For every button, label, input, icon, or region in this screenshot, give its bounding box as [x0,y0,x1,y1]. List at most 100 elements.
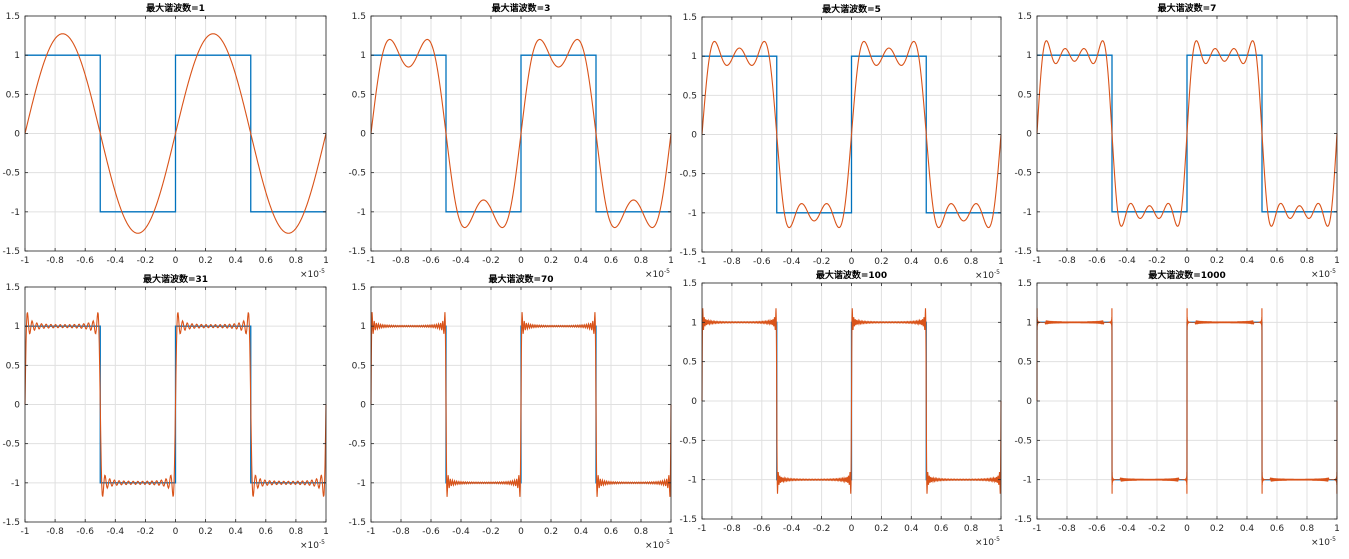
y-tick-label: 1 [1026,318,1032,328]
x-exponent-base: ×10 [300,270,319,280]
y-tick-label: -0.5 [1014,169,1032,179]
x-tick-label: 0.6 [259,256,274,266]
x-tick-label: 0.4 [904,257,919,267]
y-tick-label: 1 [691,318,697,328]
subplot-1: -1 -0.8 -0.6 -0.4 -0.2 0 0.2 0.4 0.6 0.8 1-1.5-1-0… [2,2,328,280]
x-tick-label: -1 [367,256,376,266]
x-tick-label: -0.8 [1058,524,1076,534]
y-tick-label: -1 [357,208,366,218]
y-tick-label: 1.5 [6,12,20,22]
y-tick-label: 1 [360,51,366,61]
x-exponent-base: ×10 [975,271,994,281]
x-tick-label: 0.4 [574,527,589,537]
x-tick-label: -0.4 [452,256,470,266]
x-tick-label: -0.2 [1148,524,1166,534]
x-tick-label: -1 [698,524,707,534]
y-tick-label: -0.5 [348,440,366,450]
x-tick-label: 0 [849,257,855,267]
x-exponent-power: -5 [994,269,1000,276]
x-tick-label: 0 [1184,256,1190,266]
x-tick-label: 0.2 [198,256,212,266]
x-tick-label: 0 [849,524,855,534]
y-tick-label: -1.5 [1014,515,1032,525]
subplot-title: 最大谐波数=1000 [1148,269,1226,281]
x-exponent-base: ×10 [645,541,664,551]
x-tick-label: -0.6 [753,257,771,267]
y-tick-label: -1.5 [679,248,697,258]
subplot-3: -1 -0.8 -0.6 -0.4 -0.2 0 0.2 0.4 0.6 0.8 1-1.5-1-0… [679,3,1003,281]
x-tick-label: -0.2 [813,257,831,267]
x-tick-label: -0.4 [783,524,801,534]
subplot-title: 最大谐波数=100 [816,269,887,281]
y-tick-label: 1.5 [352,12,366,22]
x-tick-label: -0.8 [723,524,741,534]
x-tick-label: -0.2 [137,527,155,537]
y-tick-label: 1.5 [6,283,20,293]
x-tick-label: 1 [668,256,674,266]
x-tick-label: -0.8 [46,527,64,537]
x-tick-label: 0.8 [289,527,304,537]
x-exponent-label: ×10-5 [975,269,1000,281]
fourier-approx-line [24,312,327,497]
x-tick-label: 0.8 [964,524,979,534]
x-tick-label: -1 [1033,524,1042,534]
x-tick-label: 0.6 [1270,524,1285,534]
x-tick-label: -1 [1033,256,1042,266]
x-tick-label: 0.6 [604,256,619,266]
x-tick-label: 0.2 [1210,256,1224,266]
x-tick-label: 0.2 [874,524,888,534]
y-tick-label: 1.5 [352,283,366,293]
x-exponent-label: ×10-5 [300,268,325,280]
subplot-2: -1 -0.8 -0.6 -0.4 -0.2 0 0.2 0.4 0.6 0.8 1-1.5-1-0… [348,2,673,280]
x-tick-label: 0.8 [634,256,649,266]
x-tick-label: 0.6 [934,257,949,267]
y-tick-label: -1 [1023,208,1032,218]
x-exponent-power: -5 [994,536,1000,543]
x-tick-label: 0.8 [1300,524,1315,534]
x-tick-label: -0.4 [1118,524,1136,534]
x-tick-label: 0 [518,256,524,266]
x-exponent-base: ×10 [300,541,319,551]
fourier-approx-line [24,33,327,234]
y-tick-label: 0.5 [683,91,697,101]
x-tick-label: -0.4 [783,257,801,267]
y-tick-label: 1 [1026,51,1032,61]
x-tick-label: 1 [1334,524,1340,534]
x-tick-label: 1 [998,257,1004,267]
x-tick-label: -0.6 [76,527,94,537]
y-tick-label: 0 [691,397,697,407]
y-tick-label: 0 [691,131,697,141]
x-tick-label: 0.8 [634,527,649,537]
x-tick-label: -0.6 [1088,524,1106,534]
x-tick-label: -0.2 [482,527,500,537]
x-exponent-power: -5 [319,268,325,275]
x-tick-label: -0.8 [46,256,64,266]
x-exponent-power: -5 [319,539,325,546]
x-tick-label: 0.6 [604,527,619,537]
y-tick-label: -1 [1023,476,1032,486]
subplot-title: 最大谐波数=70 [488,273,553,285]
x-tick-label: -1 [367,527,376,537]
y-tick-label: 0.5 [1018,90,1032,100]
x-tick-label: 0.4 [229,527,244,537]
y-tick-label: 0.5 [352,90,366,100]
x-tick-label: 1 [323,256,329,266]
y-tick-label: 1.5 [683,13,697,23]
y-tick-label: -1 [11,479,20,489]
subplot-5: -1 -0.8 -0.6 -0.4 -0.2 0 0.2 0.4 0.6 0.8 1-1.5-1-0… [2,273,328,551]
y-tick-label: -0.5 [348,169,366,179]
x-tick-label: -1 [21,256,30,266]
x-tick-label: -0.2 [482,256,500,266]
x-tick-label: 0.2 [198,527,212,537]
x-tick-label: -0.2 [1148,256,1166,266]
y-tick-label: 0.5 [1018,358,1032,368]
x-tick-label: -0.4 [107,256,125,266]
y-tick-label: 0 [14,130,20,140]
x-tick-label: -0.6 [753,524,771,534]
x-tick-label: 0.6 [934,524,949,534]
x-tick-label: 0.2 [1210,524,1224,534]
subplot-title: 最大谐波数=5 [822,3,881,15]
x-exponent-label: ×10-5 [1311,536,1336,548]
y-tick-label: -0.5 [2,440,20,450]
